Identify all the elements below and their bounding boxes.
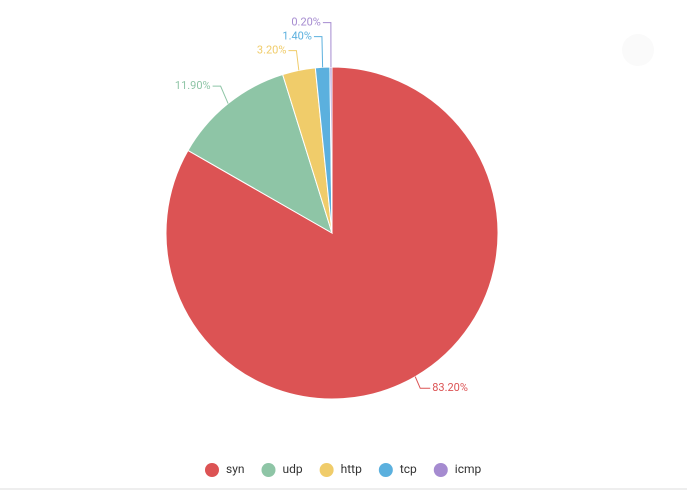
data-label: 3.20% xyxy=(257,43,287,56)
leader-line xyxy=(288,50,300,71)
leader-line xyxy=(313,36,324,68)
data-label: 11.90% xyxy=(175,79,211,92)
legend-label: icmp xyxy=(455,462,482,476)
data-label: 83.20% xyxy=(432,381,468,394)
leader-line xyxy=(322,22,332,68)
legend-marker xyxy=(205,463,219,477)
legend-marker xyxy=(319,463,334,477)
leader-line xyxy=(414,376,431,389)
data-label: 0.20% xyxy=(291,15,321,28)
legend-marker xyxy=(378,463,393,477)
corner-button[interactable] xyxy=(622,34,654,66)
legend-label: syn xyxy=(226,462,245,476)
legend-label: tcp xyxy=(400,462,417,476)
legend-label: http xyxy=(341,462,362,476)
legend-label: udp xyxy=(283,462,303,476)
legend-marker xyxy=(261,463,276,477)
pie-slice xyxy=(165,66,499,400)
data-label: 1.40% xyxy=(282,29,312,42)
leader-line xyxy=(212,85,229,104)
legend-marker xyxy=(433,463,448,477)
